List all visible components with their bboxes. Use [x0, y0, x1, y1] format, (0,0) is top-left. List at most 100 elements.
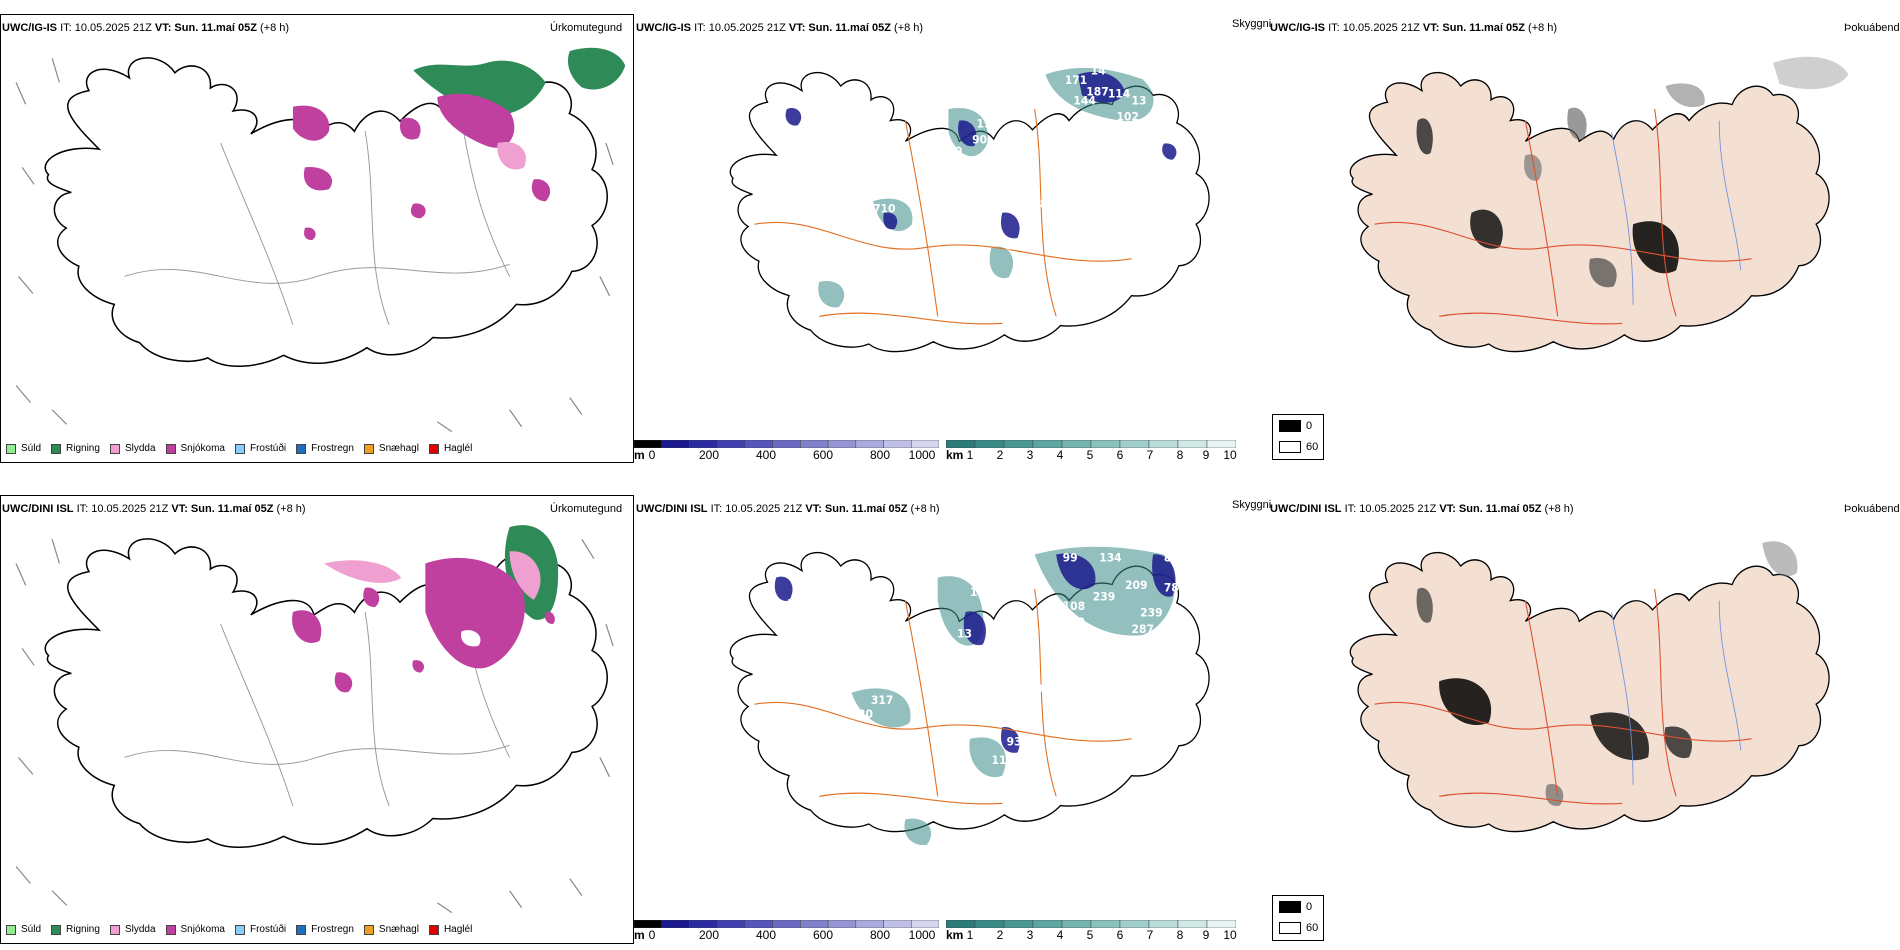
cloud-label: 93	[940, 228, 955, 241]
visibility-colorbar	[946, 440, 1236, 448]
fog-title: Þokuábendi	[1844, 22, 1900, 34]
visibility-tick: 3	[1026, 448, 1034, 462]
model-name: UWC/IG-IS	[1270, 22, 1325, 34]
legend-label: Súld	[21, 924, 42, 935]
cloud-label: 287	[1132, 623, 1154, 636]
valid-label: VT:	[805, 503, 822, 515]
legend-label: Slydda	[124, 924, 156, 935]
colorbar-segment	[883, 920, 912, 928]
cloud-label: 170	[903, 267, 926, 280]
fog-map	[1349, 56, 1849, 353]
visibility-unit: km	[946, 448, 964, 462]
roads	[1374, 588, 1752, 805]
cloudbase-tick: 800	[869, 928, 891, 942]
cloud-label: 145	[970, 586, 992, 599]
cloud-label: 76	[1063, 659, 1078, 672]
legend-label: Frostregn	[311, 924, 354, 935]
legend-item: Rigning	[51, 443, 100, 454]
valid-label: VT:	[788, 22, 806, 34]
legend-item: Frostúði	[234, 443, 286, 454]
fog-legend-value: 0	[1306, 420, 1313, 432]
colorbar-segment	[1061, 920, 1092, 928]
legend-swatch	[428, 443, 439, 454]
colorbar-segment	[634, 920, 662, 928]
colorbar-segment	[1032, 920, 1063, 928]
cloud-label: 98	[976, 648, 991, 661]
cloud-label: 902	[1114, 636, 1136, 649]
precip-title: Úrkomutegund	[550, 503, 623, 515]
fog-legend-value: 0	[1306, 901, 1313, 913]
colorbar-segment	[1032, 440, 1063, 448]
legend-swatch	[51, 443, 62, 454]
cloud-label: 36	[1142, 147, 1157, 160]
valid-time: Sun. 11.maí 05Z	[824, 503, 908, 515]
cloud-label: 239	[1093, 590, 1116, 603]
cloud-label: 117	[852, 246, 874, 259]
cloudbase-tick: 800	[869, 448, 891, 462]
legend-swatch	[428, 924, 439, 935]
cloud-label: 134	[1099, 551, 1122, 564]
visibility-tick: 8	[1176, 928, 1184, 942]
cloudbase-areas	[774, 553, 1176, 753]
colorbar-segment	[1090, 440, 1121, 448]
legend-item: Snjókoma	[165, 924, 225, 935]
valid-label: VT:	[171, 503, 188, 515]
cloudbase-tick: 400	[755, 928, 777, 942]
precip-frame	[0, 14, 634, 463]
legend-swatch	[51, 924, 62, 935]
colorbar-segment	[634, 440, 662, 448]
legend-label: Snjókoma	[180, 924, 225, 935]
legend-swatch	[165, 443, 176, 454]
fog-swatch	[1279, 420, 1301, 432]
colorbar-segment	[946, 440, 976, 448]
colorbar-segment	[716, 920, 746, 928]
colorbar-segment	[689, 920, 718, 928]
fog-legend-item: 0	[1279, 420, 1312, 432]
legend-label: Snjókoma	[180, 443, 225, 454]
iceland-outline	[1349, 71, 1830, 353]
cloud-label: 13	[1132, 94, 1147, 107]
cloudbase-colorbar	[634, 440, 939, 448]
legend-swatch	[234, 443, 245, 454]
init-time: IT: 10.05.2025 21Z	[694, 22, 786, 34]
precip-legend: Súld Rigning Slydda Snjókoma Frostúði Fr…	[6, 924, 482, 935]
init-time: IT: 10.05.2025 21Z	[1328, 22, 1420, 34]
legend-item: Súld	[6, 924, 41, 935]
cloud-label: 89	[1004, 239, 1019, 252]
colorbar-segment	[1177, 440, 1208, 448]
fog-swatch	[1279, 922, 1301, 934]
colorbar-segment	[661, 440, 690, 448]
colorbar-segment	[744, 440, 773, 448]
visibility-tick: 10	[1223, 448, 1237, 462]
cloud-labels: 99 134 87 78 209 239 108 102 145 12 13 9…	[787, 551, 1179, 841]
visibility-tick: 3	[1026, 928, 1034, 942]
wind-barbs	[15, 538, 614, 914]
init-time: IT: 10.05.2025 21Z	[1344, 503, 1437, 515]
legend-item: Snæhagl	[363, 924, 419, 935]
legend-swatch	[296, 443, 307, 454]
panel-header: UWC/IG-IS IT: 10.05.2025 21Z VT: Sun. 11…	[636, 22, 923, 34]
colorbar-segment	[772, 920, 801, 928]
colorbar-segment	[1148, 440, 1179, 448]
colorbar-segment	[1003, 440, 1034, 448]
valid-time: Sun. 11.maí 05Z	[1458, 503, 1542, 515]
visibility-tick: 9	[1202, 448, 1210, 462]
colorbar-segment	[974, 440, 1005, 448]
legend-swatch	[234, 924, 245, 935]
precip-legend: Súld Rigning Slydda Snjókoma Frostúði Fr…	[6, 443, 482, 454]
visibility-tick: 2	[996, 448, 1004, 462]
visibility-tick: 5	[1086, 928, 1094, 942]
visibility-tick: 1	[966, 448, 974, 462]
cloud-label: 12	[787, 597, 802, 610]
legend-label: Súld	[21, 443, 42, 454]
cloud-label: 310	[800, 191, 823, 204]
colorbar-segment	[1003, 920, 1034, 928]
cloud-label: 199	[976, 117, 999, 130]
legend-swatch	[165, 924, 176, 935]
legend-item: Haglél	[428, 924, 472, 935]
fog-legend-value: 60	[1306, 441, 1319, 453]
panel-header: UWC/IG-IS IT: 10.05.2025 21Z VT: Sun. 11…	[2, 22, 289, 34]
roads	[124, 118, 511, 326]
fog-map	[1349, 541, 1830, 833]
legend-item: Frostregn	[296, 443, 354, 454]
